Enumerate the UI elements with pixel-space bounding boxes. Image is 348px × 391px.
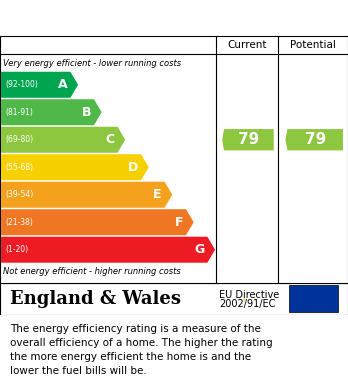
- Polygon shape: [1, 182, 172, 208]
- Text: The energy efficiency rating is a measure of the
overall efficiency of a home. T: The energy efficiency rating is a measur…: [10, 324, 273, 376]
- Text: G: G: [195, 243, 205, 256]
- Text: Current: Current: [227, 40, 267, 50]
- Text: D: D: [128, 161, 138, 174]
- Polygon shape: [285, 129, 343, 151]
- Text: EU Directive: EU Directive: [219, 290, 279, 300]
- Text: (1-20): (1-20): [5, 245, 28, 254]
- Text: Energy Efficiency Rating: Energy Efficiency Rating: [10, 9, 239, 27]
- Polygon shape: [1, 72, 78, 98]
- Text: Very energy efficient - lower running costs: Very energy efficient - lower running co…: [3, 59, 182, 68]
- Text: (81-91): (81-91): [5, 108, 33, 117]
- Polygon shape: [1, 127, 125, 153]
- Text: England & Wales: England & Wales: [10, 290, 181, 308]
- Bar: [289, 285, 338, 312]
- Text: A: A: [58, 78, 68, 91]
- Polygon shape: [1, 237, 215, 263]
- Text: 2002/91/EC: 2002/91/EC: [219, 300, 276, 310]
- Text: E: E: [153, 188, 162, 201]
- Text: 79: 79: [304, 132, 326, 147]
- Text: C: C: [105, 133, 115, 146]
- Text: (21-38): (21-38): [5, 218, 33, 227]
- Text: (55-68): (55-68): [5, 163, 33, 172]
- Text: F: F: [175, 216, 183, 229]
- Text: Not energy efficient - higher running costs: Not energy efficient - higher running co…: [3, 267, 181, 276]
- Polygon shape: [1, 209, 193, 235]
- Text: (69-80): (69-80): [5, 135, 33, 144]
- Polygon shape: [222, 129, 274, 151]
- Polygon shape: [1, 154, 149, 180]
- Text: (39-54): (39-54): [5, 190, 33, 199]
- Text: (92-100): (92-100): [5, 80, 38, 89]
- Text: Potential: Potential: [290, 40, 336, 50]
- Text: B: B: [82, 106, 91, 119]
- Text: 79: 79: [238, 132, 260, 147]
- Polygon shape: [1, 99, 102, 125]
